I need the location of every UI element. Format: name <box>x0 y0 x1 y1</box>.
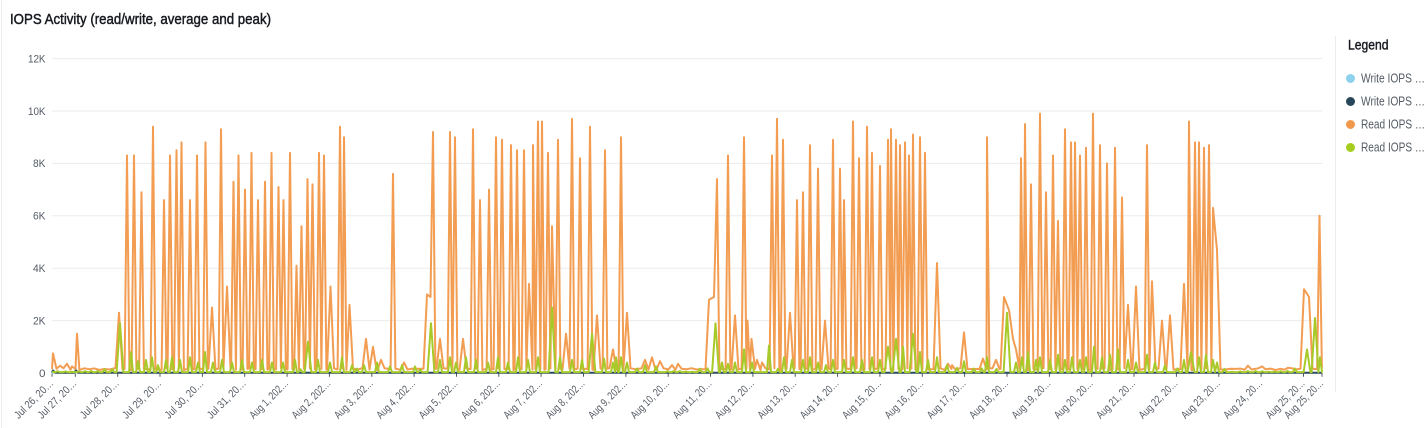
svg-text:Write IOPS …: Write IOPS … <box>1361 72 1425 86</box>
svg-text:Jul 28, 20…: Jul 28, 20… <box>78 378 122 422</box>
svg-text:Aug 6, 202…: Aug 6, 202… <box>459 378 503 422</box>
svg-text:Read IOPS …: Read IOPS … <box>1361 141 1425 155</box>
svg-text:Legend: Legend <box>1348 36 1389 52</box>
svg-text:8K: 8K <box>33 158 46 170</box>
svg-text:Aug 14, 20…: Aug 14, 20… <box>798 378 842 422</box>
svg-text:Aug 5, 202…: Aug 5, 202… <box>417 378 461 422</box>
svg-text:Aug 21, 20…: Aug 21, 20… <box>1094 378 1138 422</box>
svg-text:Aug 24, 20…: Aug 24, 20… <box>1221 378 1265 422</box>
svg-text:Aug 15, 20…: Aug 15, 20… <box>840 378 884 422</box>
svg-text:Jul 30, 20…: Jul 30, 20… <box>163 378 207 422</box>
svg-text:Aug 11, 20…: Aug 11, 20… <box>671 378 715 422</box>
svg-text:Aug 16, 20…: Aug 16, 20… <box>883 378 927 422</box>
svg-text:Aug 13, 20…: Aug 13, 20… <box>755 378 799 422</box>
svg-text:Aug 19, 20…: Aug 19, 20… <box>1010 378 1054 422</box>
svg-text:Aug 12, 20…: Aug 12, 20… <box>713 378 757 422</box>
svg-text:Aug 17, 20…: Aug 17, 20… <box>925 378 969 422</box>
svg-text:12K: 12K <box>28 53 46 65</box>
svg-text:6K: 6K <box>33 211 46 223</box>
svg-text:Jul 29, 20…: Jul 29, 20… <box>120 378 164 422</box>
svg-text:Read IOPS …: Read IOPS … <box>1361 118 1425 132</box>
svg-text:Write IOPS …: Write IOPS … <box>1361 95 1425 109</box>
svg-text:Jul 31, 20…: Jul 31, 20… <box>205 378 249 422</box>
svg-text:Aug 18, 20…: Aug 18, 20… <box>967 378 1011 422</box>
svg-text:4K: 4K <box>33 263 46 275</box>
svg-text:0: 0 <box>39 368 46 380</box>
svg-text:Aug 20, 20…: Aug 20, 20… <box>1052 378 1096 422</box>
svg-text:Aug 7, 202…: Aug 7, 202… <box>501 378 545 422</box>
svg-text:Aug 3, 202…: Aug 3, 202… <box>332 378 376 422</box>
svg-text:Aug 4, 202…: Aug 4, 202… <box>374 378 418 422</box>
svg-text:Aug 8, 202…: Aug 8, 202… <box>544 378 588 422</box>
svg-text:Aug 22, 20…: Aug 22, 20… <box>1137 378 1181 422</box>
svg-text:2K: 2K <box>33 315 46 327</box>
svg-text:Aug 23, 20…: Aug 23, 20… <box>1179 378 1223 422</box>
svg-text:Aug 1, 202…: Aug 1, 202… <box>247 378 291 422</box>
svg-text:Aug 2, 202…: Aug 2, 202… <box>290 378 334 422</box>
svg-text:IOPS Activity (read/write, ave: IOPS Activity (read/write, average and p… <box>10 12 271 28</box>
svg-text:Aug 9, 202…: Aug 9, 202… <box>586 378 630 422</box>
svg-text:Aug 10, 20…: Aug 10, 20… <box>628 378 672 422</box>
svg-text:10K: 10K <box>28 106 46 118</box>
